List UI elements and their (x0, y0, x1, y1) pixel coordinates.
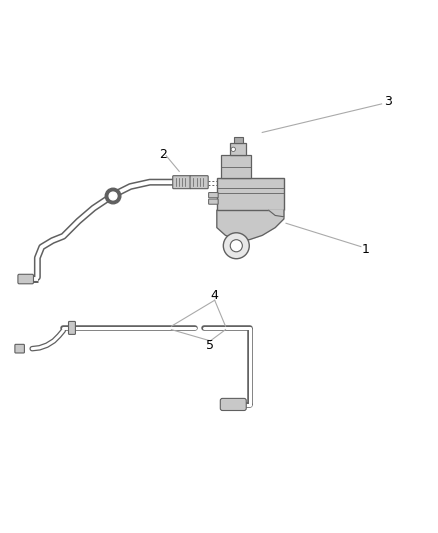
Circle shape (109, 192, 117, 200)
FancyBboxPatch shape (221, 155, 251, 178)
Text: 1: 1 (362, 243, 370, 256)
FancyBboxPatch shape (190, 176, 208, 189)
FancyBboxPatch shape (220, 398, 246, 410)
FancyBboxPatch shape (217, 178, 284, 211)
FancyBboxPatch shape (230, 143, 246, 155)
FancyBboxPatch shape (208, 199, 218, 204)
FancyBboxPatch shape (173, 176, 191, 189)
Text: 3: 3 (384, 95, 392, 108)
Text: 5: 5 (206, 338, 214, 352)
FancyBboxPatch shape (15, 344, 25, 353)
Circle shape (230, 240, 242, 252)
FancyBboxPatch shape (234, 137, 243, 143)
Text: 2: 2 (159, 148, 167, 160)
Circle shape (105, 188, 121, 204)
Circle shape (223, 233, 249, 259)
Polygon shape (217, 211, 284, 240)
Polygon shape (269, 211, 284, 217)
Circle shape (231, 147, 236, 151)
Text: 4: 4 (211, 289, 219, 302)
FancyBboxPatch shape (68, 321, 75, 334)
FancyBboxPatch shape (208, 192, 218, 198)
FancyBboxPatch shape (18, 274, 33, 284)
